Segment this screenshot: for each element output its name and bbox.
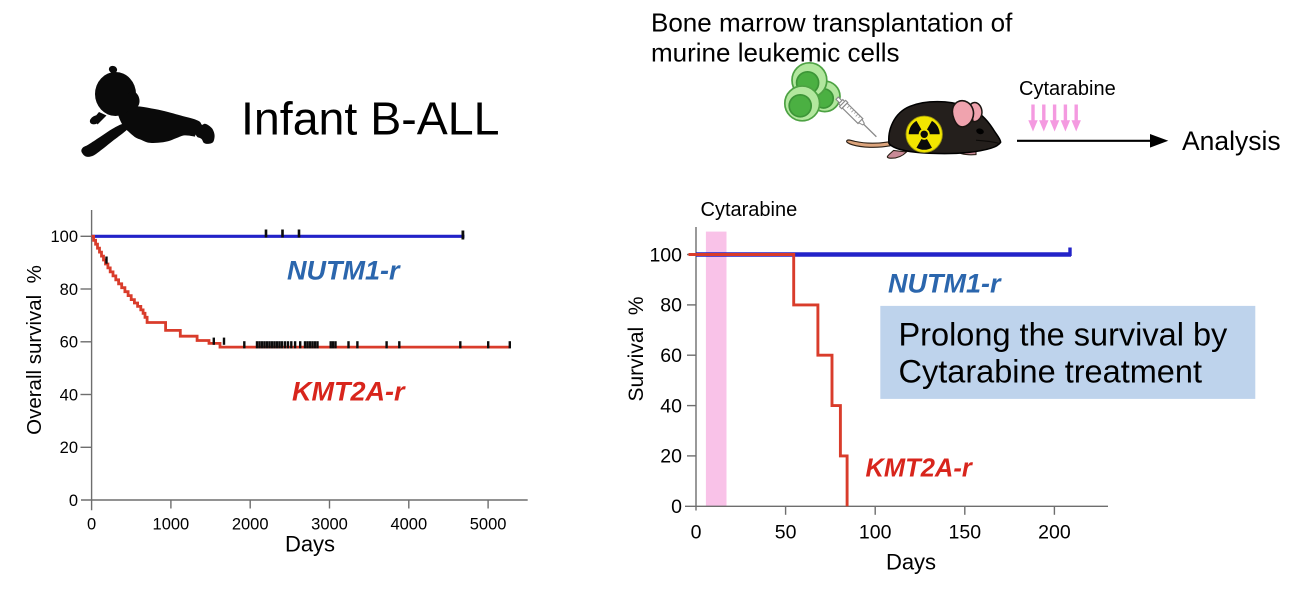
svg-text:Infant B-ALL: Infant B-ALL (241, 93, 500, 145)
svg-text:40: 40 (660, 395, 682, 417)
svg-text:60: 60 (60, 334, 78, 352)
svg-text:Analysis: Analysis (1182, 126, 1281, 156)
svg-text:KMT2A-r: KMT2A-r (292, 377, 406, 407)
svg-text:4000: 4000 (390, 516, 427, 534)
svg-text:KMT2A-r: KMT2A-r (866, 455, 974, 483)
svg-text:100: 100 (859, 522, 892, 544)
svg-text:20: 20 (660, 446, 682, 468)
svg-text:NUTM1-r: NUTM1-r (888, 269, 1002, 299)
svg-text:150: 150 (949, 522, 982, 544)
svg-text:0: 0 (69, 492, 78, 510)
svg-text:NUTM1-r: NUTM1-r (287, 256, 401, 286)
svg-text:5000: 5000 (470, 516, 507, 534)
svg-text:Cytarabine treatment: Cytarabine treatment (899, 354, 1202, 390)
svg-text:Days: Days (285, 532, 335, 557)
svg-text:40: 40 (60, 386, 78, 404)
svg-text:200: 200 (1038, 522, 1071, 544)
svg-text:Overall survival %: Overall survival % (23, 265, 46, 435)
svg-text:2000: 2000 (232, 516, 269, 534)
svg-text:50: 50 (775, 522, 797, 544)
svg-text:20: 20 (60, 439, 78, 457)
svg-text:0: 0 (691, 522, 702, 544)
svg-text:1000: 1000 (153, 516, 190, 534)
svg-text:Days: Days (886, 549, 936, 574)
svg-text:60: 60 (660, 345, 682, 367)
svg-text:Cytarabine: Cytarabine (1019, 78, 1116, 100)
svg-text:Bone marrow transplantation of: Bone marrow transplantation of (651, 8, 1013, 38)
svg-text:0: 0 (87, 516, 96, 534)
svg-text:80: 80 (660, 295, 682, 317)
svg-text:100: 100 (649, 244, 682, 266)
svg-text:0: 0 (671, 496, 682, 518)
svg-text:80: 80 (60, 281, 78, 299)
svg-text:Survival %: Survival % (625, 296, 648, 401)
svg-text:3000: 3000 (311, 516, 348, 534)
svg-text:100: 100 (50, 228, 78, 246)
svg-text:Cytarabine: Cytarabine (701, 199, 798, 221)
svg-text:Prolong the survival by: Prolong the survival by (899, 317, 1229, 353)
svg-text:murine leukemic cells: murine leukemic cells (651, 38, 900, 68)
